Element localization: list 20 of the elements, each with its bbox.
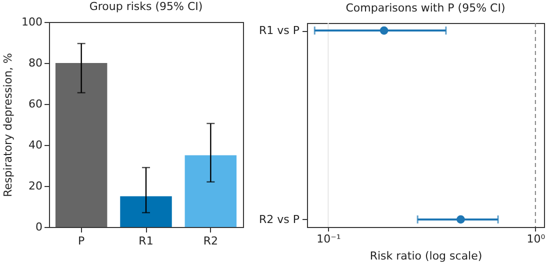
y-tick-label: 0 [36,220,42,234]
y-tick-label: 60 [28,98,42,110]
x-tick-label: R1 [138,234,154,248]
y-axis-title: Respiratory depression, % [2,53,15,197]
y-tick-label: 100 [22,16,42,28]
bar [184,155,237,227]
text: Comparisons with P (95% CI) [346,2,506,14]
y-tick-label: R2 vs P [258,212,300,226]
x-tick-label: 10⁻¹ [316,232,341,246]
y-tick-label: 80 [28,56,42,70]
y-tick-label: 20 [28,180,42,192]
y-tick-label: 40 [28,138,42,152]
bar [55,63,108,227]
y-tick-label: R1 vs P [258,24,300,38]
x-tick-label: R2 [203,234,218,248]
x-tick-label: P [78,234,86,248]
bar [120,196,172,227]
x-tick-label: 10⁰ [526,232,546,246]
x-axis-title: Risk ratio (log scale) [370,250,482,262]
chart-title: Group risks (95% CI) [89,0,203,13]
